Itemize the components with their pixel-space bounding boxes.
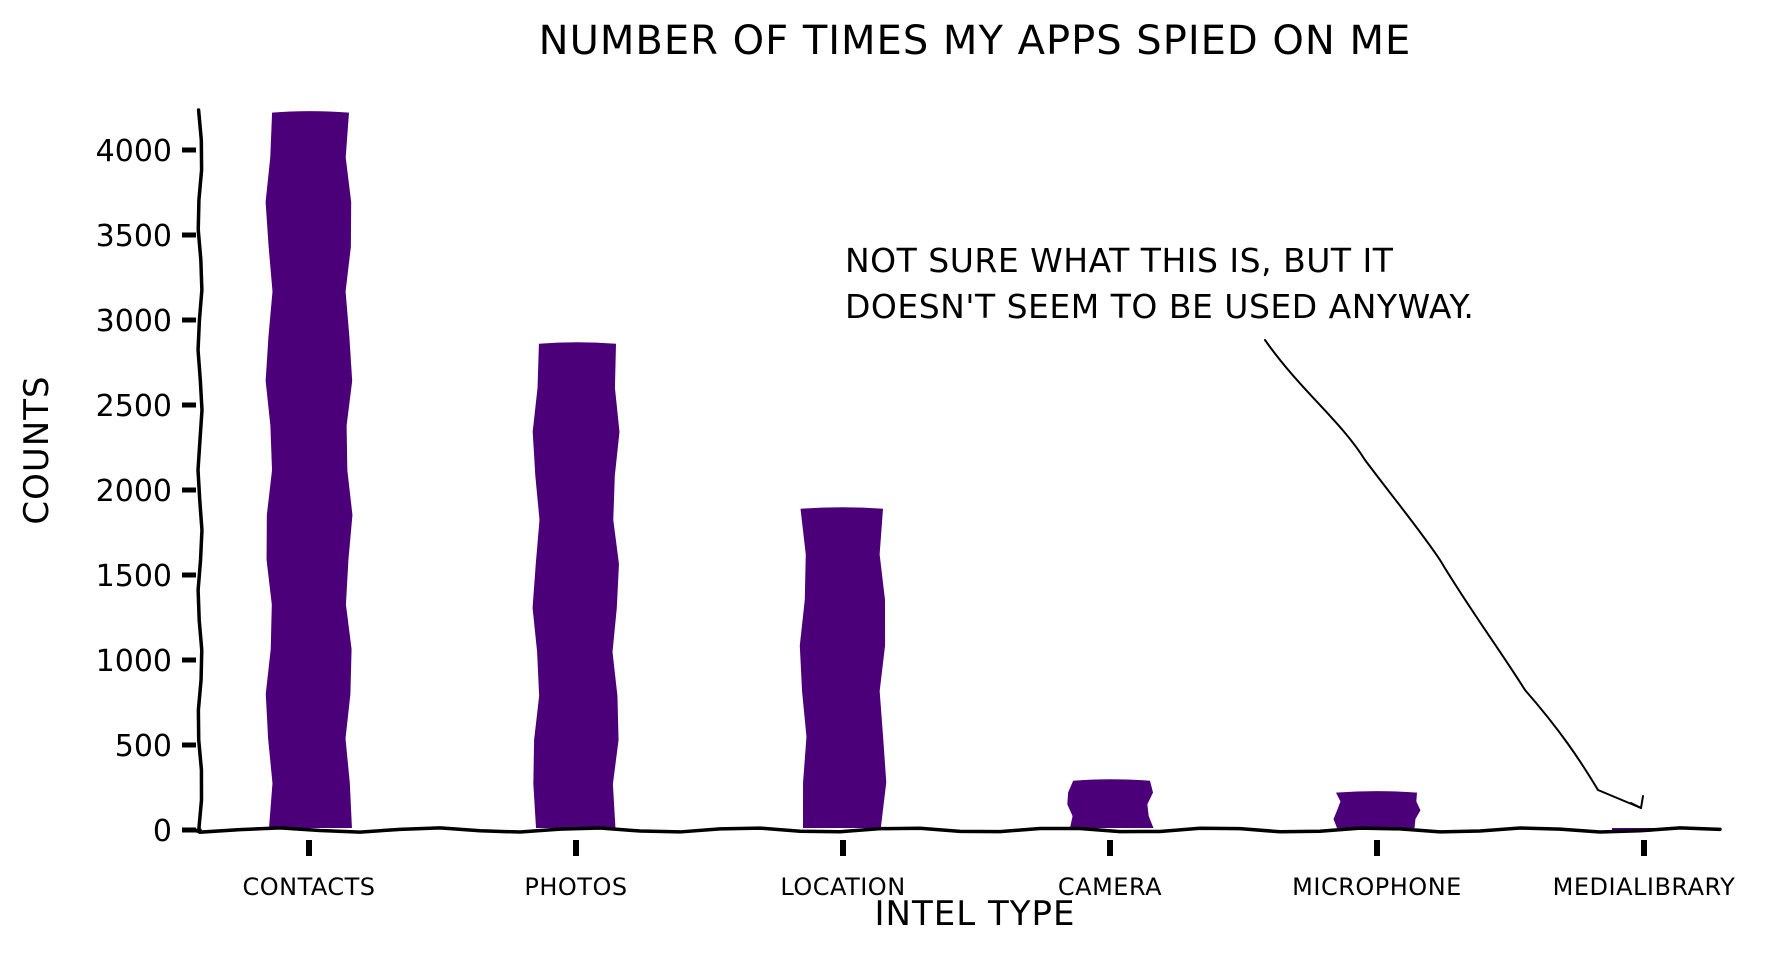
- y-ticks-layer: 0 500 1000 1500 2000 2500 3000 3500 4000: [96, 134, 196, 849]
- bars-layer: [265, 111, 1676, 830]
- annotation-line-2: DOESN'T SEEM TO BE USED ANYWAY.: [845, 287, 1474, 326]
- annotation-arrow-line: [1264, 339, 1642, 809]
- bar-contacts: [265, 111, 353, 829]
- annotation: NOT SURE WHAT THIS IS, BUT IT DOESN'T SE…: [845, 241, 1644, 809]
- bar-location: [799, 507, 887, 828]
- bar-microphone: [1333, 791, 1421, 828]
- annotation-arrow-head: [1630, 795, 1644, 809]
- x-axis-label: INTEL TYPE: [875, 894, 1076, 934]
- x-axis-line: [193, 826, 1722, 834]
- bar-photos: [532, 342, 620, 828]
- y-axis-line: [196, 108, 204, 832]
- bar-camera: [1067, 779, 1154, 828]
- chart-title: NUMBER OF TIMES MY APPS SPIED ON ME: [539, 18, 1412, 64]
- y-tick-label: 1500: [96, 559, 172, 594]
- x-tick-label: MICROPHONE: [1292, 873, 1462, 901]
- x-tick-label: MEDIALIBRARY: [1553, 873, 1736, 901]
- annotation-line-1: NOT SURE WHAT THIS IS, BUT IT: [845, 241, 1394, 280]
- x-ticks-layer: CONTACTS PHOTOS LOCATION CAMERA MICROPHONE ME…: [242, 840, 1735, 901]
- y-tick-label: 1000: [96, 644, 172, 679]
- y-axis-label: COUNTS: [17, 375, 57, 524]
- x-tick-label: PHOTOS: [524, 873, 627, 901]
- y-tick-label: 0: [153, 814, 172, 849]
- x-tick-label: CAMERA: [1058, 873, 1162, 901]
- x-tick-label: LOCATION: [780, 873, 905, 901]
- y-tick-label: 4000: [96, 134, 172, 169]
- axes-layer: [193, 108, 1722, 834]
- y-tick-label: 500: [115, 729, 172, 764]
- y-tick-label: 2000: [96, 474, 172, 509]
- y-tick-label: 3500: [96, 219, 172, 254]
- y-tick-label: 2500: [96, 389, 172, 424]
- y-tick-label: 3000: [96, 304, 172, 339]
- x-tick-label: CONTACTS: [242, 873, 375, 901]
